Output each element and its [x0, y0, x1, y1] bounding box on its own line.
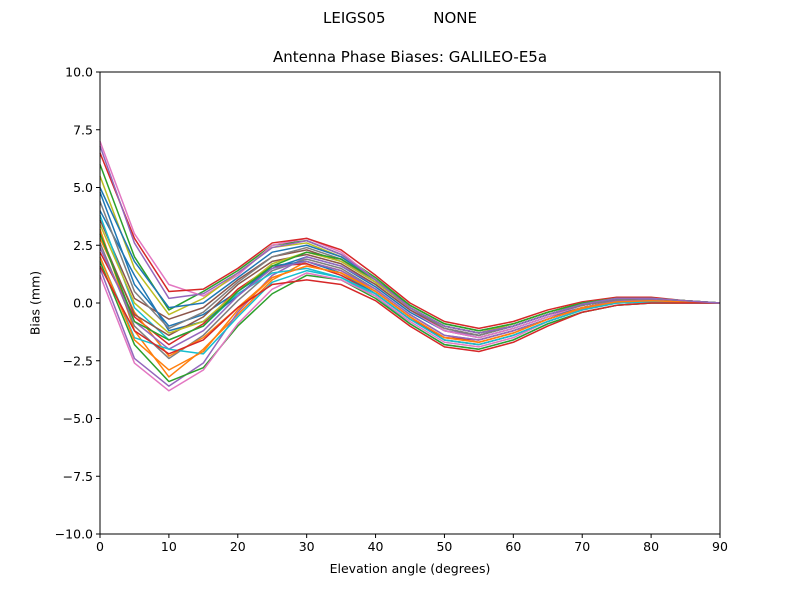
y-axis-label: Bias (mm)	[27, 270, 43, 336]
y-tick-label: 10.0	[65, 65, 93, 80]
figure-suptitle: LEIGS05 NONE	[323, 9, 477, 27]
x-tick-label: 90	[712, 539, 728, 554]
series-line-17	[99, 272, 720, 392]
series-layer	[99, 141, 721, 392]
y-tick-label: 2.5	[73, 238, 93, 253]
x-tick-label: 60	[505, 539, 521, 554]
y-tick-label: 5.0	[73, 180, 93, 195]
series-line-16	[99, 233, 721, 337]
series-line-20	[99, 256, 720, 355]
x-axis-ticks: 0 10 20 30 40 50 60 70 80 90	[96, 534, 728, 554]
x-axis-label: Elevation angle (degrees)	[329, 561, 491, 576]
x-tick-label: 0	[96, 539, 104, 554]
y-tick-label: −10.0	[55, 527, 93, 542]
series-line-10	[99, 214, 720, 350]
series-line-1	[99, 191, 721, 339]
series-line-25	[99, 145, 721, 334]
x-tick-label: 40	[368, 539, 384, 554]
y-tick-label: −2.5	[63, 353, 93, 368]
y-tick-label: −7.5	[63, 469, 93, 484]
x-tick-label: 30	[299, 539, 315, 554]
series-line-14	[99, 152, 721, 330]
x-tick-label: 70	[574, 539, 590, 554]
y-axis-ticks: −10.0 −7.5 −5.0 −2.5 0.0 2.5 5.0 7.5 10.0	[55, 65, 100, 542]
series-line-24	[99, 265, 720, 355]
y-tick-label: 0.0	[73, 296, 93, 311]
y-tick-label: 7.5	[73, 122, 93, 137]
x-tick-label: 50	[436, 539, 452, 554]
chart-title: Antenna Phase Biases: GALILEO-E5a	[272, 48, 548, 66]
series-line-15	[99, 247, 721, 350]
y-tick-label: −5.0	[63, 411, 93, 426]
x-tick-label: 80	[643, 539, 659, 554]
x-tick-label: 10	[161, 539, 177, 554]
x-tick-label: 20	[230, 539, 246, 554]
series-line-22	[99, 256, 721, 371]
